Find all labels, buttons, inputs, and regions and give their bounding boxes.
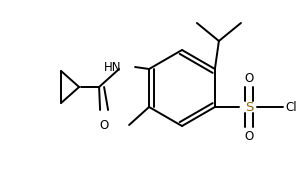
Text: S: S: [245, 100, 253, 114]
Text: O: O: [244, 71, 253, 85]
Text: Cl: Cl: [285, 100, 297, 114]
Text: HN: HN: [103, 60, 121, 73]
Text: O: O: [99, 119, 109, 132]
Text: O: O: [244, 130, 253, 142]
